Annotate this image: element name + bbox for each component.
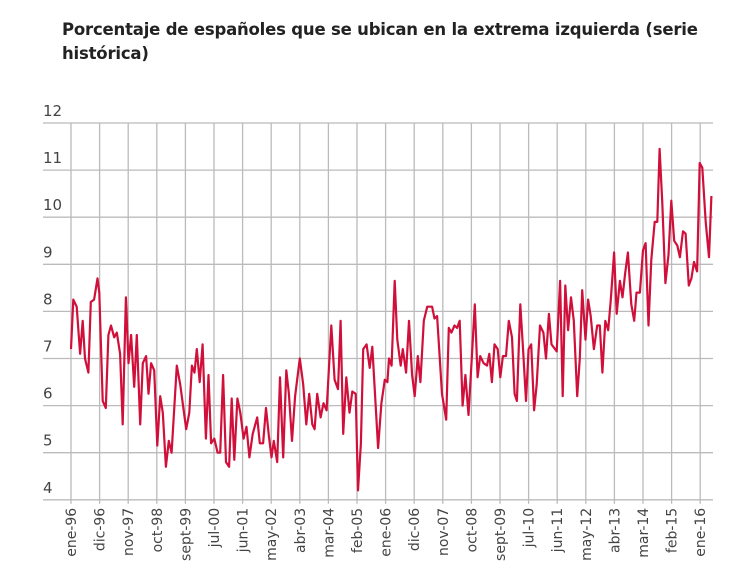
x-tick-label: nov-97 [121,508,137,556]
x-tick-label: jul-10 [522,508,538,549]
x-tick-label: jul-00 [207,508,223,549]
x-tick-label: sept-09 [493,508,509,561]
y-axis-ticks: 4 5 6 7 8 9 10 11 12 [43,102,62,497]
x-tick-label: abr-03 [293,508,309,553]
x-tick-label: jun-01 [236,508,252,554]
x-tick-label: jun-11 [550,508,566,554]
x-tick-label: dic-06 [407,508,423,551]
y-tick-label: 4 [43,479,53,497]
x-tick-label: ene-96 [64,508,80,557]
y-tick-label: 8 [43,290,53,308]
x-tick-label: ene-16 [693,508,709,557]
x-tick-label: may-02 [264,508,280,561]
x-tick-label: mar-14 [636,508,652,558]
series [69,147,713,492]
y-tick-label: 9 [43,243,53,261]
x-tick-label: nov-07 [436,508,452,556]
x-tick-label: oct-08 [464,508,480,553]
y-tick-label: 11 [43,149,62,167]
x-tick-label: dic-96 [93,508,109,551]
x-tick-label: mar-04 [321,508,337,558]
x-tick-label: may-12 [579,508,595,561]
y-tick-label: 10 [43,196,62,214]
x-axis-ticks: ene-96 dic-96 nov-97 oct-98 sept-99 jul-00 jun… [64,508,709,561]
x-tick-label: sept-99 [178,508,194,561]
x-tick-label: oct-98 [150,508,166,553]
y-tick-label: 7 [43,338,53,356]
y-tick-label: 12 [43,102,62,120]
x-tick-label: ene-06 [379,508,395,557]
chart-title: Porcentaje de españoles que se ubican en… [62,20,698,63]
y-tick-label: 5 [43,432,53,450]
x-tick-label: feb-05 [350,508,366,553]
y-tick-label: 6 [43,385,53,403]
x-tick-label: abr-13 [607,508,623,553]
x-tick-label: feb-15 [665,508,681,553]
series-line [69,147,713,492]
